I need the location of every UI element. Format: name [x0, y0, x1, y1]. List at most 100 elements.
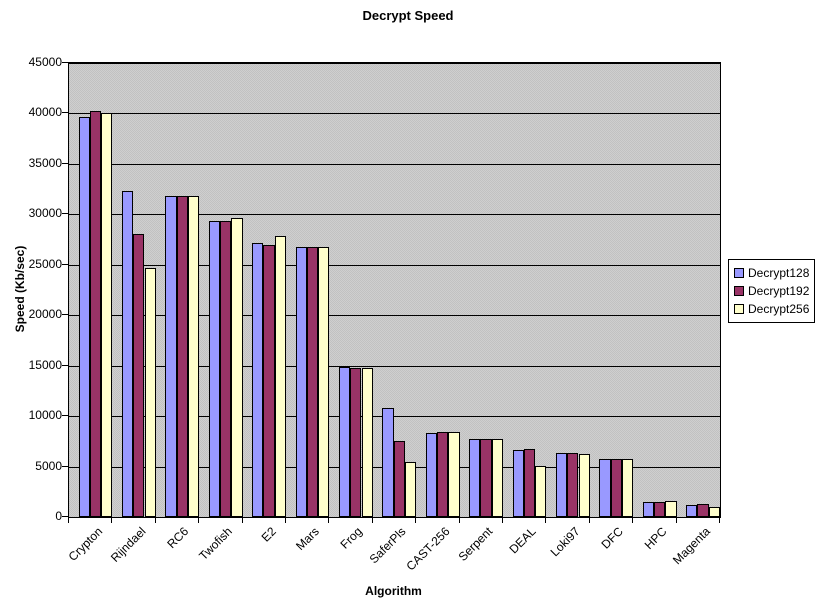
bar-saferpls-decrypt192 — [393, 441, 405, 517]
bar-mars-decrypt192 — [306, 246, 319, 517]
y-tick-label-5000: 5000 — [35, 459, 62, 473]
bar-frog-decrypt192 — [350, 367, 362, 517]
legend: Decrypt128 Decrypt192 Decrypt256 — [728, 259, 816, 323]
bar-deal-decrypt256 — [535, 465, 547, 517]
bar-twofish-decrypt256 — [231, 218, 243, 517]
bar-crypton-decrypt192 — [89, 111, 102, 517]
x-tick-mark-10 — [502, 518, 503, 523]
bar-cast-256-decrypt256 — [448, 432, 460, 517]
bar-loki97-decrypt256 — [578, 454, 590, 517]
x-tick-mark-0 — [68, 518, 69, 523]
x-tick-mark-8 — [415, 518, 416, 523]
bar-hpc-decrypt192 — [654, 501, 666, 517]
bar-loki97-decrypt192 — [567, 453, 579, 517]
x-axis-title: Algorithm — [365, 584, 422, 598]
y-tick-mark-10000 — [62, 415, 68, 416]
gridline-20000 — [69, 315, 720, 316]
bar-saferpls-decrypt256 — [404, 461, 417, 517]
x-category-label-mars: Mars — [293, 524, 322, 554]
x-category-label-e2: E2 — [258, 524, 279, 545]
y-tick-mark-40000 — [62, 112, 68, 113]
bar-dfc-decrypt192 — [610, 458, 622, 517]
y-tick-mark-5000 — [62, 466, 68, 467]
bar-serpent-decrypt192 — [480, 439, 492, 517]
legend-label-decrypt192: Decrypt192 — [748, 284, 810, 298]
x-tick-mark-2 — [155, 518, 156, 523]
bar-dfc-decrypt256 — [621, 458, 634, 517]
y-tick-label-25000: 25000 — [28, 257, 62, 271]
x-tick-mark-15 — [719, 518, 720, 523]
x-tick-mark-3 — [198, 518, 199, 523]
bar-mars-decrypt128 — [295, 246, 307, 517]
legend-item-decrypt192: Decrypt192 — [734, 282, 809, 300]
legend-swatch-decrypt128 — [734, 268, 744, 278]
y-axis-title: Speed (Kb/sec) — [13, 245, 27, 333]
x-category-label-magenta: Magenta — [669, 524, 713, 568]
bar-deal-decrypt128 — [512, 450, 524, 517]
y-tick-label-15000: 15000 — [28, 358, 62, 372]
y-tick-label-20000: 20000 — [28, 307, 62, 321]
x-tick-mark-12 — [589, 518, 590, 523]
x-tick-mark-6 — [328, 518, 329, 523]
legend-swatch-decrypt256 — [734, 304, 744, 314]
bar-dfc-decrypt128 — [599, 458, 611, 517]
gridline-25000 — [69, 265, 720, 266]
gridline-10000 — [69, 416, 720, 417]
y-tick-label-30000: 30000 — [28, 206, 62, 220]
x-tick-mark-14 — [676, 518, 677, 523]
x-tick-mark-1 — [111, 518, 112, 523]
legend-item-decrypt128: Decrypt128 — [734, 264, 809, 282]
bar-magenta-decrypt256 — [708, 506, 720, 517]
y-tick-label-45000: 45000 — [28, 55, 62, 69]
gridline-15000 — [69, 366, 720, 367]
bar-frog-decrypt256 — [361, 367, 373, 517]
x-tick-mark-7 — [372, 518, 373, 523]
bar-twofish-decrypt128 — [208, 221, 220, 517]
bar-rc6-decrypt128 — [165, 196, 177, 517]
bar-magenta-decrypt192 — [697, 503, 709, 517]
gridline-40000 — [69, 113, 720, 114]
bar-cast-256-decrypt128 — [425, 433, 437, 517]
y-tick-mark-15000 — [62, 365, 68, 366]
gridline-45000 — [69, 63, 720, 64]
y-tick-mark-35000 — [62, 163, 68, 164]
legend-label-decrypt128: Decrypt128 — [748, 266, 810, 280]
bar-rc6-decrypt256 — [187, 196, 200, 517]
bar-serpent-decrypt256 — [491, 439, 503, 517]
x-tick-mark-9 — [459, 518, 460, 523]
x-category-label-rc6: RC6 — [164, 524, 192, 552]
x-category-label-dfc: DFC — [598, 524, 626, 552]
bar-rijndael-decrypt192 — [133, 233, 145, 517]
bar-frog-decrypt128 — [338, 366, 351, 517]
bar-e2-decrypt192 — [263, 244, 275, 517]
bar-twofish-decrypt192 — [220, 221, 232, 517]
y-tick-mark-30000 — [62, 213, 68, 214]
x-tick-mark-4 — [242, 518, 243, 523]
y-tick-label-35000: 35000 — [28, 156, 62, 170]
y-tick-label-0: 0 — [55, 509, 62, 523]
plot-area — [68, 62, 721, 518]
x-category-label-hpc: HPC — [641, 524, 670, 553]
bar-e2-decrypt256 — [274, 235, 286, 517]
bar-e2-decrypt128 — [252, 242, 264, 517]
bar-rijndael-decrypt128 — [121, 191, 134, 517]
bar-crypton-decrypt256 — [101, 113, 113, 517]
bar-hpc-decrypt256 — [665, 500, 677, 517]
gridline-35000 — [69, 164, 720, 165]
bar-serpent-decrypt128 — [469, 439, 481, 517]
x-category-label-loki97: Loki97 — [547, 524, 583, 560]
y-tick-mark-25000 — [62, 264, 68, 265]
x-category-label-crypton: Crypton — [65, 524, 105, 564]
x-tick-mark-11 — [545, 518, 546, 523]
x-category-label-cast-256: CAST-256 — [403, 524, 453, 574]
legend-swatch-decrypt192 — [734, 286, 744, 296]
bar-cast-256-decrypt192 — [437, 432, 449, 517]
x-category-label-frog: Frog — [337, 524, 366, 552]
y-tick-label-10000: 10000 — [28, 408, 62, 422]
bar-saferpls-decrypt128 — [382, 408, 394, 517]
bar-deal-decrypt192 — [523, 449, 536, 517]
x-category-label-rijndael: Rijndael — [107, 524, 149, 565]
bar-rijndael-decrypt256 — [144, 267, 156, 517]
bar-magenta-decrypt128 — [686, 504, 698, 517]
